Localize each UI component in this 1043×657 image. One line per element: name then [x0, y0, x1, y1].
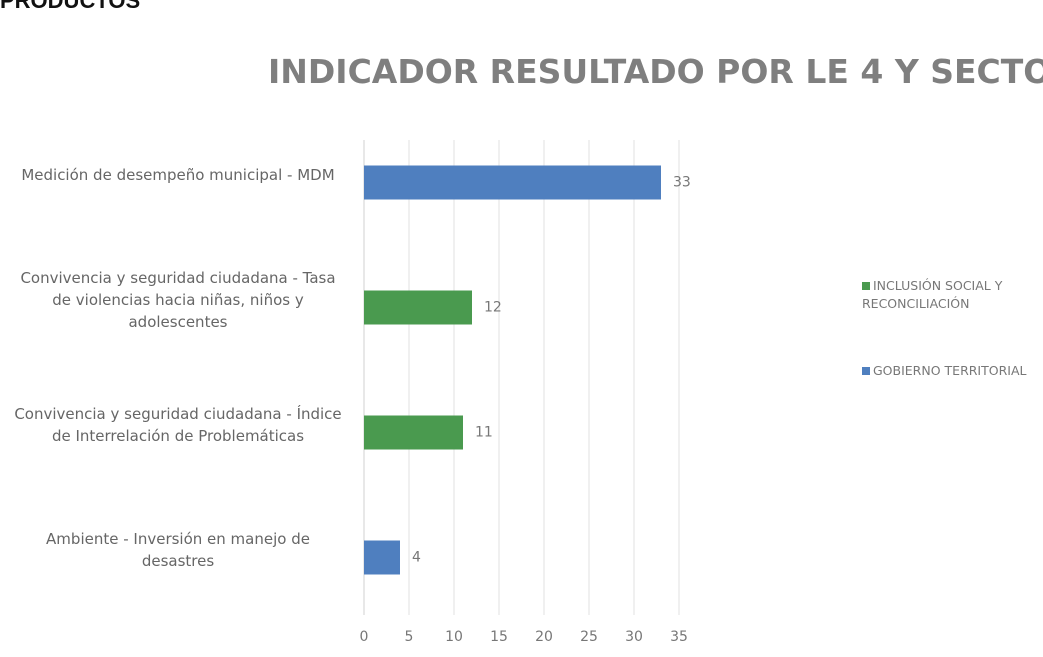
x-tick-label: 25	[580, 629, 598, 645]
data-label: 12	[484, 300, 502, 316]
data-label: 33	[673, 175, 691, 191]
legend-swatch	[862, 367, 870, 375]
legend-label: INCLUSIÓN SOCIAL Y RECONCILIACIÓN	[862, 278, 1003, 311]
legend-swatch	[862, 282, 870, 290]
x-tick-label: 20	[535, 629, 553, 645]
legend-entry: GOBIERNO TERRITORIAL	[862, 362, 1037, 380]
legend-label: GOBIERNO TERRITORIAL	[873, 363, 1027, 378]
x-tick-label: 30	[625, 629, 643, 645]
bar	[364, 415, 463, 450]
bar	[364, 540, 400, 575]
x-tick-label: 0	[360, 629, 369, 645]
x-tick-label: 5	[405, 629, 414, 645]
bar	[364, 290, 472, 325]
chart-title: INDICADOR RESULTADO POR LE 4 Y SECTOR-	[268, 52, 1043, 91]
page-header: PRODUCTOS	[0, 0, 141, 13]
data-label: 11	[475, 425, 493, 441]
category-label: Convivencia y seguridad ciudadana - Índi…	[14, 404, 342, 445]
category-label: Ambiente - Inversión en manejo de desast…	[46, 529, 310, 570]
category-label: Convivencia y seguridad ciudadana - Tasa…	[20, 268, 336, 331]
x-tick-label: 10	[445, 629, 463, 645]
bar	[364, 165, 661, 200]
data-label: 4	[412, 550, 421, 566]
category-label: Medición de desempeño municipal - MDM	[21, 165, 335, 184]
legend-entry: INCLUSIÓN SOCIAL Y RECONCILIACIÓN	[862, 277, 1037, 313]
x-tick-label: 15	[490, 629, 508, 645]
x-tick-label: 35	[670, 629, 688, 645]
